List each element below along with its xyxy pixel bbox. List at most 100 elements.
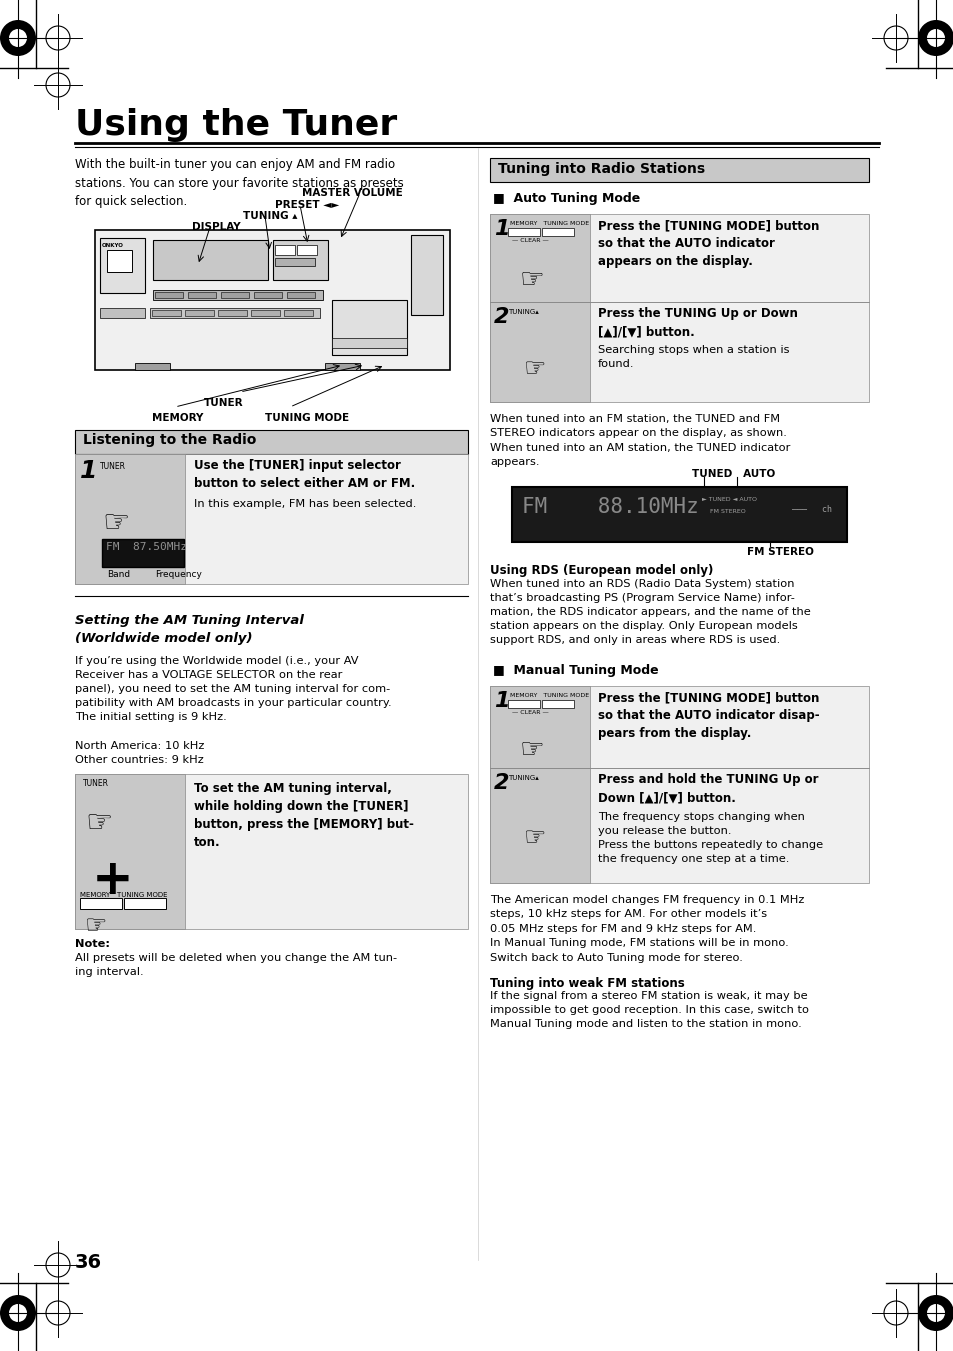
Text: 36: 36 bbox=[75, 1252, 102, 1273]
Bar bbox=[188, 292, 215, 299]
Text: Press and hold the TUNING Up or
Down [▲]/[▼] button.: Press and hold the TUNING Up or Down [▲]… bbox=[598, 773, 818, 804]
Text: ■  Manual Tuning Mode: ■ Manual Tuning Mode bbox=[493, 663, 658, 677]
Text: ☞: ☞ bbox=[523, 357, 546, 381]
Text: MEMORY   TUNING MODE: MEMORY TUNING MODE bbox=[80, 892, 168, 898]
Bar bbox=[507, 228, 539, 236]
Circle shape bbox=[529, 357, 555, 382]
Bar bbox=[274, 245, 294, 255]
Bar bbox=[124, 898, 166, 909]
Bar bbox=[490, 767, 868, 884]
Circle shape bbox=[917, 1296, 953, 1331]
Bar bbox=[221, 292, 249, 299]
Text: Use the [TUNER] input selector
button to select either AM or FM.: Use the [TUNER] input selector button to… bbox=[193, 459, 415, 490]
Bar bbox=[75, 454, 468, 584]
Bar bbox=[490, 686, 868, 767]
Bar bbox=[152, 240, 268, 280]
Circle shape bbox=[529, 827, 555, 852]
Text: 1: 1 bbox=[80, 459, 97, 484]
Circle shape bbox=[9, 1304, 27, 1323]
Bar bbox=[490, 158, 868, 182]
Bar bbox=[287, 292, 314, 299]
Bar bbox=[490, 213, 868, 303]
Text: TUNER: TUNER bbox=[204, 399, 244, 408]
Text: ■  Auto Tuning Mode: ■ Auto Tuning Mode bbox=[493, 192, 639, 205]
Bar bbox=[152, 309, 181, 316]
Text: In this example, FM has been selected.: In this example, FM has been selected. bbox=[193, 499, 416, 509]
Bar bbox=[253, 292, 282, 299]
Text: The American model changes FM frequency in 0.1 MHz
steps, 10 kHz steps for AM. F: The American model changes FM frequency … bbox=[490, 894, 803, 963]
Text: Tuning into Radio Stations: Tuning into Radio Stations bbox=[497, 162, 704, 176]
Bar bbox=[273, 240, 328, 280]
Text: With the built-in tuner you can enjoy AM and FM radio
stations. You can store yo: With the built-in tuner you can enjoy AM… bbox=[75, 158, 403, 208]
Text: Tuning into weak FM stations: Tuning into weak FM stations bbox=[490, 977, 684, 990]
Text: Using RDS (European model only): Using RDS (European model only) bbox=[490, 563, 713, 577]
Text: ☞: ☞ bbox=[85, 809, 112, 838]
Text: ☞: ☞ bbox=[85, 915, 108, 938]
Text: Press the [TUNING MODE] button
so that the AUTO indicator
appears on the display: Press the [TUNING MODE] button so that t… bbox=[598, 219, 819, 267]
Circle shape bbox=[0, 20, 36, 55]
Bar bbox=[541, 228, 574, 236]
Circle shape bbox=[411, 259, 442, 290]
Text: When tuned into an RDS (Radio Data System) station
that’s broadcasting PS (Progr: When tuned into an RDS (Radio Data Syste… bbox=[490, 580, 810, 644]
Text: PRESET ◄►: PRESET ◄► bbox=[274, 200, 339, 209]
Bar bbox=[490, 767, 589, 884]
Bar bbox=[154, 292, 183, 299]
Bar bbox=[185, 309, 213, 316]
Circle shape bbox=[926, 1304, 944, 1323]
Text: ► TUNED ◄ AUTO: ► TUNED ◄ AUTO bbox=[701, 497, 757, 503]
Text: MASTER VOLUME: MASTER VOLUME bbox=[302, 188, 402, 199]
Bar bbox=[490, 213, 589, 303]
Bar bbox=[152, 290, 323, 300]
Text: Press the [TUNING MODE] button
so that the AUTO indicator disap-
pears from the : Press the [TUNING MODE] button so that t… bbox=[598, 690, 819, 740]
Text: Searching stops when a station is
found.: Searching stops when a station is found. bbox=[598, 345, 789, 369]
Text: FM STEREO: FM STEREO bbox=[746, 547, 813, 557]
Circle shape bbox=[529, 319, 555, 345]
Bar bbox=[102, 539, 184, 567]
Text: Note:: Note: bbox=[75, 939, 110, 948]
Circle shape bbox=[917, 20, 953, 55]
Text: Frequency: Frequency bbox=[154, 570, 202, 580]
Text: Using the Tuner: Using the Tuner bbox=[75, 108, 396, 142]
Text: When tuned into an FM station, the TUNED and FM
STEREO indicators appear on the : When tuned into an FM station, the TUNED… bbox=[490, 413, 789, 467]
Bar bbox=[332, 338, 407, 349]
Text: TUNER: TUNER bbox=[100, 462, 126, 471]
Text: 1: 1 bbox=[494, 219, 509, 239]
Circle shape bbox=[405, 253, 449, 297]
Bar bbox=[218, 309, 247, 316]
Circle shape bbox=[529, 788, 555, 813]
Bar bbox=[107, 250, 132, 272]
Text: TUNING▴: TUNING▴ bbox=[507, 775, 538, 781]
Text: Band: Band bbox=[107, 570, 130, 580]
Text: Press the TUNING Up or Down
[▲]/[▼] button.: Press the TUNING Up or Down [▲]/[▼] butt… bbox=[598, 307, 797, 338]
Text: The frequency stops changing when
you release the button.
Press the buttons repe: The frequency stops changing when you re… bbox=[598, 812, 822, 865]
Text: All presets will be deleted when you change the AM tun-
ing interval.: All presets will be deleted when you cha… bbox=[75, 952, 396, 977]
Text: 2: 2 bbox=[494, 773, 509, 793]
Bar bbox=[75, 454, 185, 584]
Text: DISPLAY: DISPLAY bbox=[192, 222, 240, 232]
Text: MEMORY   TUNING MODE: MEMORY TUNING MODE bbox=[510, 222, 589, 226]
Bar bbox=[284, 309, 313, 316]
Bar bbox=[80, 898, 122, 909]
Bar bbox=[100, 238, 145, 293]
Text: FM  87.50MHz: FM 87.50MHz bbox=[106, 542, 187, 553]
Text: FM STEREO: FM STEREO bbox=[709, 509, 745, 513]
Text: — CLEAR —: — CLEAR — bbox=[512, 711, 548, 715]
Text: — CLEAR —: — CLEAR — bbox=[512, 238, 548, 243]
Text: ☞: ☞ bbox=[519, 266, 544, 295]
Bar bbox=[332, 300, 407, 355]
Text: ☞: ☞ bbox=[523, 825, 546, 850]
Text: TUNING▴: TUNING▴ bbox=[507, 309, 538, 315]
Circle shape bbox=[339, 317, 354, 332]
Text: ☞: ☞ bbox=[519, 736, 544, 765]
Text: If the signal from a stereo FM station is weak, it may be
impossible to get good: If the signal from a stereo FM station i… bbox=[490, 992, 808, 1029]
Text: 1: 1 bbox=[494, 690, 509, 711]
Text: If you’re using the Worldwide model (i.e., your AV
Receiver has a VOLTAGE SELECT: If you’re using the Worldwide model (i.e… bbox=[75, 657, 392, 721]
Text: TUNING MODE: TUNING MODE bbox=[265, 413, 349, 423]
Bar bbox=[100, 308, 145, 317]
Circle shape bbox=[359, 317, 374, 332]
Circle shape bbox=[379, 317, 394, 332]
Bar bbox=[325, 363, 359, 370]
Circle shape bbox=[0, 1296, 36, 1331]
Text: MEMORY   TUNING MODE: MEMORY TUNING MODE bbox=[510, 693, 589, 698]
Bar bbox=[150, 308, 319, 317]
